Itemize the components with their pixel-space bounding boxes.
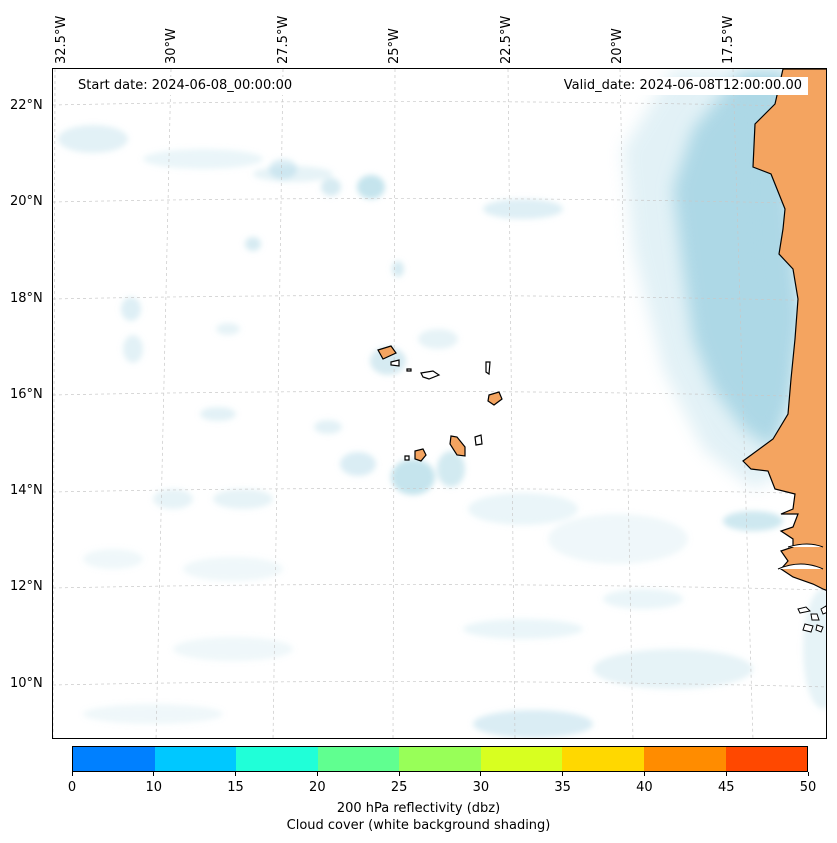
cloud-cover-shading [58, 125, 826, 738]
colorbar-tick [643, 772, 645, 776]
colorbar-tick [725, 772, 727, 776]
colorbar-segment [480, 747, 563, 771]
colorbar-tick [562, 772, 564, 776]
map-panel[interactable] [52, 68, 827, 739]
lon-label-20w: 20°W [610, 28, 625, 64]
colorbar-segment [562, 747, 644, 771]
lat-label-22n: 22°N [10, 98, 43, 113]
island-santo-antao [377, 345, 397, 360]
island-santa-luzia [406, 368, 412, 372]
colorbar-tick [316, 772, 318, 776]
colorbar-segment [317, 747, 400, 771]
start-date-label: Start date: 2024-06-08_00:00:00 [72, 77, 299, 95]
island-sao-vicente [390, 359, 400, 367]
colorbar-sublabel: Cloud cover (white background shading) [286, 818, 551, 833]
colorbar-segment [154, 747, 237, 771]
africa-coastline [742, 69, 826, 591]
lon-label-17-5w: 17.5°W [721, 15, 736, 64]
colorbar-segment [643, 747, 726, 771]
colorbar-tick [235, 772, 237, 776]
lon-label-25w: 25°W [387, 28, 402, 64]
colorbar-segment [725, 747, 808, 771]
colorbar-tick-label: 35 [554, 780, 571, 795]
lat-label-12n: 12°N [10, 579, 43, 594]
island-brava [404, 455, 410, 461]
colorbar-tick-label: 20 [309, 780, 326, 795]
island-fogo [414, 448, 427, 462]
colorbar-tick [480, 772, 482, 776]
colorbar-tick [71, 772, 73, 776]
lat-label-16n: 16°N [10, 387, 43, 402]
colorbar-tick [398, 772, 400, 776]
colorbar-segment [399, 747, 481, 771]
lat-label-20n: 20°N [10, 194, 43, 209]
colorbar-tick [153, 772, 155, 776]
colorbar-tick-label: 25 [390, 780, 408, 795]
reflectivity-colorbar [72, 746, 808, 772]
island-santiago [449, 435, 466, 457]
cape-verde-islands [377, 345, 503, 462]
map-canvas [53, 69, 826, 738]
valid-date-label: Valid_date: 2024-06-08T12:00:00.00 [557, 77, 808, 95]
colorbar-tick-label: 30 [472, 780, 490, 795]
lon-label-32-5w: 32.5°W [54, 15, 69, 64]
lat-label-14n: 14°N [10, 483, 43, 498]
colorbar-tick-label: 50 [799, 780, 817, 795]
lon-label-22-5w: 22.5°W [499, 15, 514, 64]
lon-label-30w: 30°W [164, 28, 179, 64]
lat-label-18n: 18°N [10, 291, 43, 306]
colorbar-tick-label: 45 [717, 780, 735, 795]
colorbar-tick [807, 772, 809, 776]
island-maio [474, 434, 483, 446]
island-sao-nicolau [420, 370, 441, 380]
colorbar-label: 200 hPa reflectivity (dbz) [336, 801, 501, 816]
colorbar-segment [236, 747, 318, 771]
island-boa-vista [487, 391, 503, 406]
colorbar-tick-label: 40 [636, 780, 653, 795]
colorbar-tick-label: 10 [145, 780, 163, 795]
bissagos-islands [797, 605, 826, 633]
colorbar-tick-label: 15 [227, 780, 244, 795]
colorbar-segment [73, 747, 155, 771]
lon-label-27-5w: 27.5°W [276, 15, 291, 64]
graticule [53, 69, 826, 738]
island-sal [485, 361, 491, 376]
lat-label-10n: 10°N [10, 676, 43, 691]
colorbar-tick-label: 0 [67, 780, 77, 795]
